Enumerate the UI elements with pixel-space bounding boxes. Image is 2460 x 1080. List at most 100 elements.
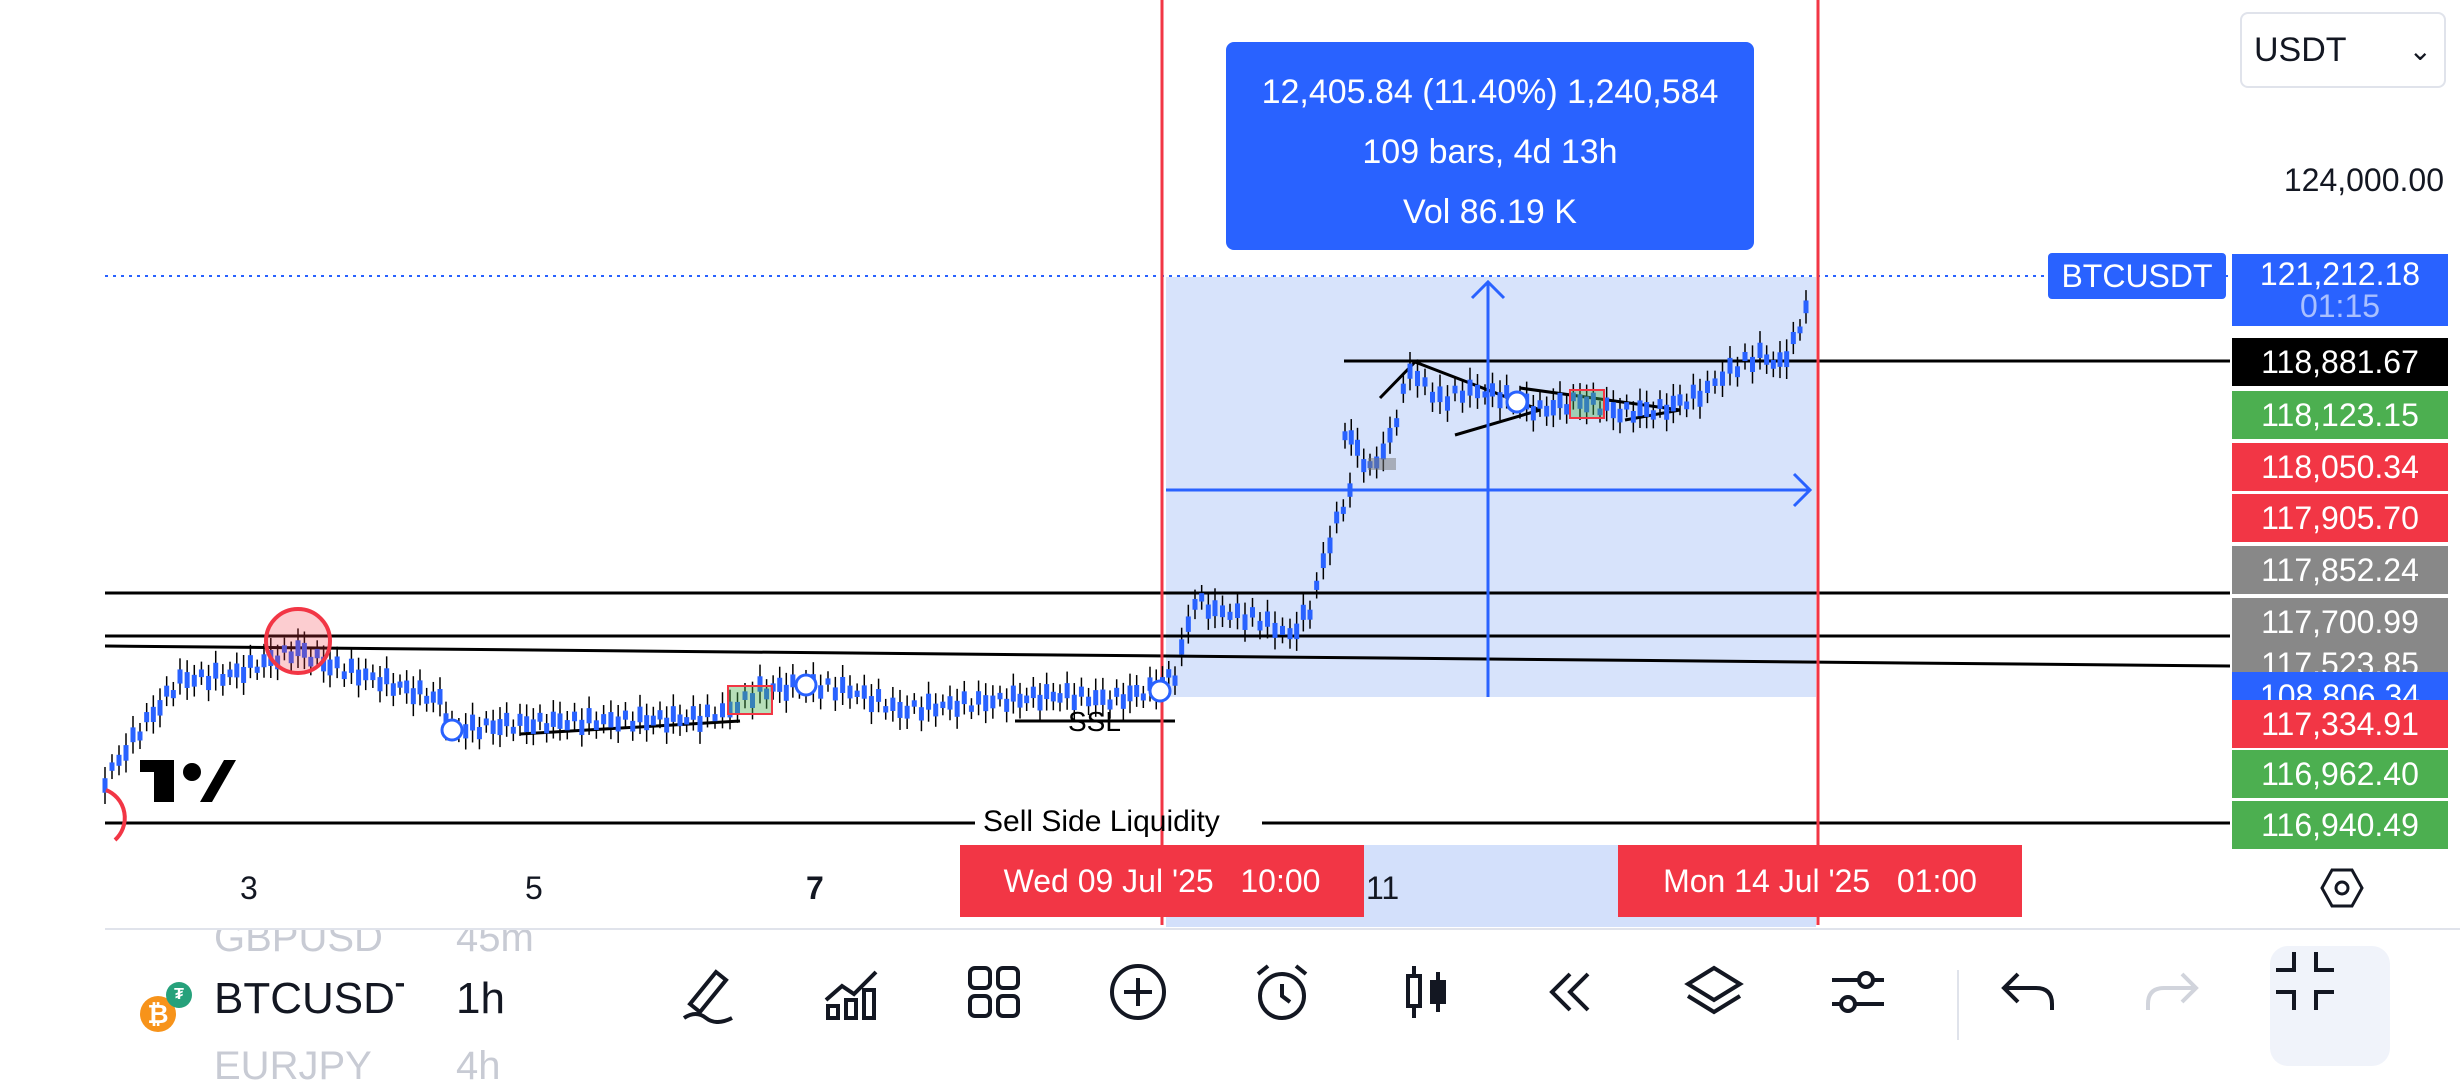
watchlist-current-row: BTCUSDT 1h: [214, 974, 505, 1024]
candle-body: [705, 704, 710, 718]
triangle-line-b[interactable]: [1454, 408, 1541, 437]
measure-price-change: 12,405.84 (11.40%) 1,240,584: [1261, 73, 1719, 111]
candle-body: [890, 697, 896, 711]
left-edge-red-arc: [105, 788, 127, 842]
candle-body: [1107, 699, 1113, 710]
candles-icon[interactable]: [1394, 960, 1484, 1050]
candle-body: [1712, 378, 1718, 386]
candle-body: [840, 676, 846, 693]
candle-body: [1199, 593, 1205, 602]
candle-body: [544, 723, 550, 734]
candle-body: [1430, 391, 1435, 403]
plus-circle-icon[interactable]: [1106, 960, 1196, 1050]
hexagon-settings-icon[interactable]: [2318, 864, 2366, 912]
candle-body: [1422, 377, 1428, 387]
candle-body: [1024, 695, 1030, 704]
undo-icon[interactable]: [1996, 960, 2086, 1050]
candle-body: [191, 674, 197, 687]
price-axis-tag-label: 118,881.67: [2261, 344, 2419, 380]
price-axis-tag-label: 121,212.18: [2259, 256, 2421, 292]
grid-layout-icon[interactable]: [962, 960, 1052, 1050]
price-axis-tag: 121,212.18 01:15: [2232, 254, 2448, 326]
indicators-icon[interactable]: [820, 960, 910, 1050]
candle-body: [650, 715, 656, 726]
measure-vertical-arrowhead: [1470, 279, 1506, 300]
candle-body: [1387, 427, 1393, 443]
candle-body: [868, 696, 874, 713]
candle-body: [983, 695, 989, 712]
candle-body: [1250, 607, 1255, 618]
candle-body: [220, 674, 226, 686]
candle-body: [530, 719, 536, 734]
price-axis-label-top: 124,000.00: [2283, 162, 2444, 198]
candle-body: [861, 685, 867, 699]
candle-body: [1004, 698, 1010, 712]
candle-body: [777, 677, 783, 692]
measure-volume: Vol 86.19 K: [1403, 193, 1577, 231]
candle-body: [1342, 431, 1348, 441]
candle-body: [1037, 694, 1043, 711]
candle-body: [510, 726, 516, 734]
candle-body: [1179, 639, 1185, 655]
candle-body: [241, 666, 247, 683]
measure-range-selection: [1166, 277, 1816, 697]
candle-body: [637, 706, 643, 723]
candle-body: [854, 690, 860, 697]
candle-body: [1185, 616, 1191, 632]
candle-body: [1610, 402, 1616, 419]
candle-body: [1452, 385, 1458, 394]
candle-body: [537, 712, 543, 722]
candle-body: [1705, 380, 1710, 393]
collapse-button[interactable]: [2270, 946, 2390, 1066]
redo-icon[interactable]: [2140, 960, 2230, 1050]
candle-body: [1650, 410, 1656, 420]
candle-body: [1340, 506, 1346, 514]
candle-body: [1537, 400, 1543, 409]
candle-body: [1017, 693, 1023, 708]
candle-body: [847, 685, 853, 699]
measure-info-box[interactable]: 12,405.84 (11.40%) 1,240,584 109 bars, 4…: [1226, 42, 1754, 250]
candle-body: [1460, 390, 1465, 403]
watchlist-picker[interactable]: GBPUSD 45m ₿ ₮ BTCUSDT 1h EURJPY 4h: [140, 930, 560, 1080]
candle-body: [1327, 537, 1333, 554]
candle-body: [410, 688, 416, 705]
candle-body: [1100, 689, 1106, 705]
candle-body: [1597, 408, 1603, 416]
price-axis-tag-label: 116,940.49: [2261, 807, 2419, 843]
layers-icon[interactable]: [1682, 960, 1772, 1050]
candle-body: [883, 706, 889, 713]
candle-body: [348, 658, 354, 673]
tradingview-logo: [140, 760, 236, 802]
candle-body: [825, 678, 831, 685]
candle-body: [430, 691, 436, 703]
candle-body: [1294, 623, 1300, 640]
alarm-icon[interactable]: [1250, 960, 1340, 1050]
watchlist-next-symbol: EURJPY: [214, 1044, 372, 1080]
currency-select[interactable]: USDT ⌄: [2240, 12, 2446, 88]
candle-body: [712, 714, 718, 722]
candle-body: [904, 705, 910, 719]
candle-body: [1134, 685, 1140, 697]
candle-body: [295, 640, 301, 657]
rewind-icon[interactable]: [1538, 960, 1628, 1050]
candle-body: [261, 654, 267, 668]
candle-body: [1797, 326, 1803, 334]
price-axis-tag: 118,123.15: [2232, 391, 2448, 439]
watchlist-next-tf: 4h: [456, 1044, 501, 1080]
candle-body: [1078, 686, 1084, 697]
candle-body: [1314, 580, 1320, 590]
drawn-trendline-left[interactable]: [519, 719, 741, 736]
candle-body: [1127, 685, 1133, 702]
candle-body: [1784, 351, 1790, 368]
candle-body: [1050, 691, 1056, 702]
toolbar-divider: [1957, 970, 1959, 1040]
settings-sliders-icon[interactable]: [1826, 960, 1916, 1050]
tether-icon: ₮: [166, 982, 192, 1008]
trend-line-117523[interactable]: [104, 644, 2231, 668]
marker-circle-2: [794, 673, 818, 697]
time-axis-tick-11: 11: [1366, 870, 1400, 906]
candle-body: [1690, 384, 1696, 399]
candle-body: [301, 642, 307, 658]
candle-body: [1720, 371, 1725, 386]
pencil-icon[interactable]: [676, 960, 766, 1050]
